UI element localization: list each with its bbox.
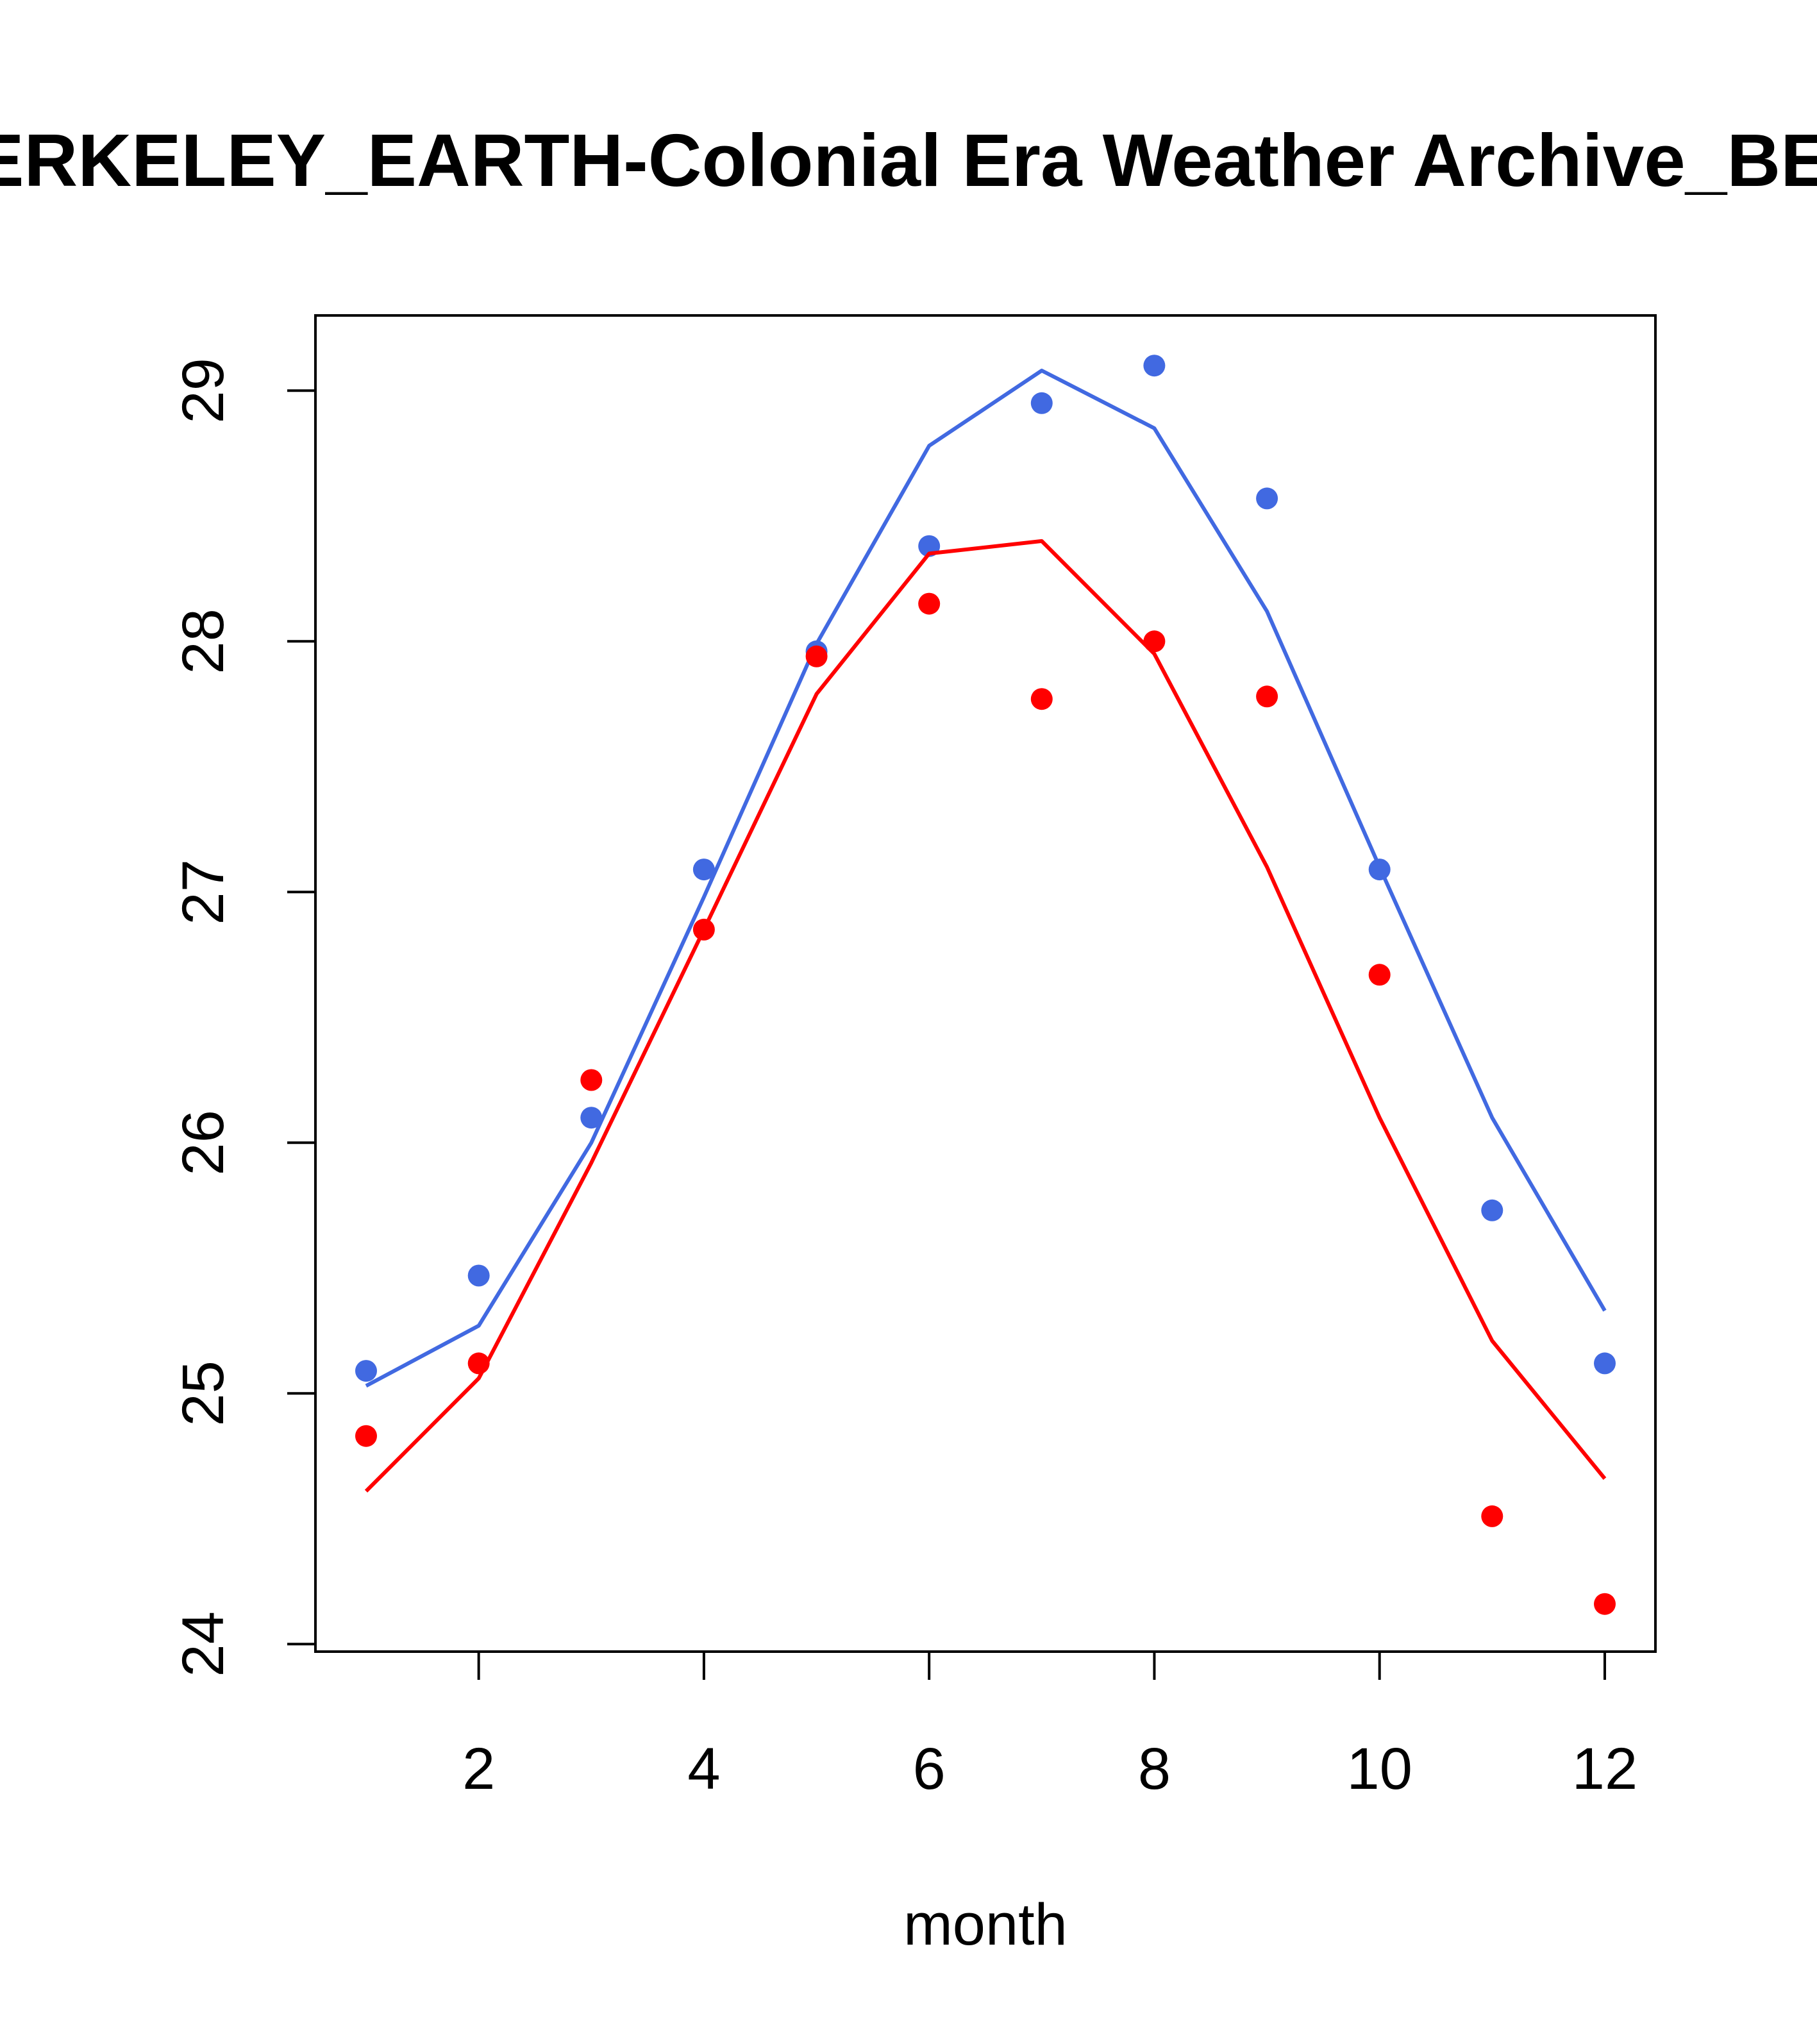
series-blue-point <box>692 859 715 881</box>
series-red-fit-line <box>364 539 1607 1493</box>
series-blue-fit-line <box>365 369 1607 1388</box>
y-axis: 24 25 26 27 28 29 <box>171 358 317 1677</box>
x-tick-label: 10 <box>1347 1736 1412 1802</box>
y-tick-label: 27 <box>171 859 236 925</box>
series-blue-point <box>1481 1199 1503 1221</box>
series-blue-point <box>1368 859 1391 881</box>
series-red-point <box>692 918 715 941</box>
x-tick-label: 12 <box>1572 1736 1637 1802</box>
x-axis: 2 4 6 8 10 12 <box>462 1650 1637 1802</box>
series-blue-point <box>1594 1352 1616 1375</box>
series-blue-point <box>1143 355 1166 377</box>
series-blue-point <box>1256 487 1278 510</box>
y-tick-label: 25 <box>171 1361 236 1426</box>
y-tick-label: 24 <box>171 1611 236 1677</box>
x-tick-label: 6 <box>913 1736 946 1802</box>
series-red-point <box>1481 1505 1503 1527</box>
series-blue-point <box>355 1360 377 1382</box>
x-tick-label: 2 <box>462 1736 495 1802</box>
series-red-point <box>1143 630 1166 653</box>
series-red-point <box>580 1069 603 1091</box>
series-blue-point <box>580 1107 603 1129</box>
series-blue-point <box>467 1264 490 1287</box>
plot-area <box>355 355 1616 1615</box>
series-red-point <box>355 1425 377 1447</box>
y-tick-label: 28 <box>171 608 236 674</box>
series-red-point <box>467 1352 490 1375</box>
series-red-point <box>1368 964 1391 986</box>
x-tick-label: 8 <box>1138 1736 1171 1802</box>
series-red-point <box>1030 688 1053 710</box>
series-red-point <box>805 645 828 667</box>
series-blue <box>355 355 1616 1388</box>
series-blue-point <box>1030 392 1053 414</box>
chart-title: BERKELEY_EARTH-Colonial Era Weather Arch… <box>0 119 1817 202</box>
series-red-point <box>918 592 941 615</box>
plot-frame <box>314 314 1657 1653</box>
series-red <box>355 539 1616 1615</box>
y-tick-label: 26 <box>171 1110 236 1175</box>
x-axis-label: month <box>903 1892 1068 1957</box>
y-tick-label: 29 <box>171 358 236 423</box>
series-red-point <box>1256 685 1278 708</box>
series-red-point <box>1594 1593 1616 1615</box>
x-tick-label: 4 <box>687 1736 720 1802</box>
